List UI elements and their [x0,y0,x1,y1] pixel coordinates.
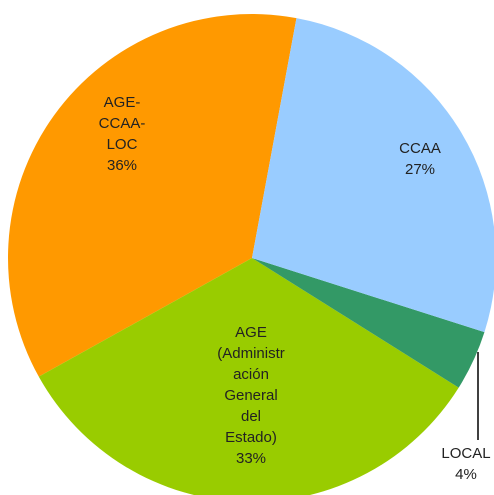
slice-label: AGE-CCAA-LOC 36% [92,92,152,176]
value-label: 33% [235,450,267,467]
slice-label: LOCAL 4% [438,443,494,485]
category-label: AGE-CCAA-LOC [98,94,146,153]
category-label: LOCAL [441,445,491,462]
pie-slice [8,14,297,377]
value-label: 27% [404,161,436,178]
slice-label: CCAA 27% [380,138,460,180]
value-label: 36% [106,157,138,174]
category-label: AGE (Administración General del Estado) [217,324,285,446]
slice-label: AGE (Administración General del Estado) … [215,322,287,469]
pie-slice [252,258,485,388]
value-label: 4% [455,466,477,483]
category-label: CCAA [399,140,441,157]
pie-slice [252,18,494,333]
pie-slice [38,258,459,495]
